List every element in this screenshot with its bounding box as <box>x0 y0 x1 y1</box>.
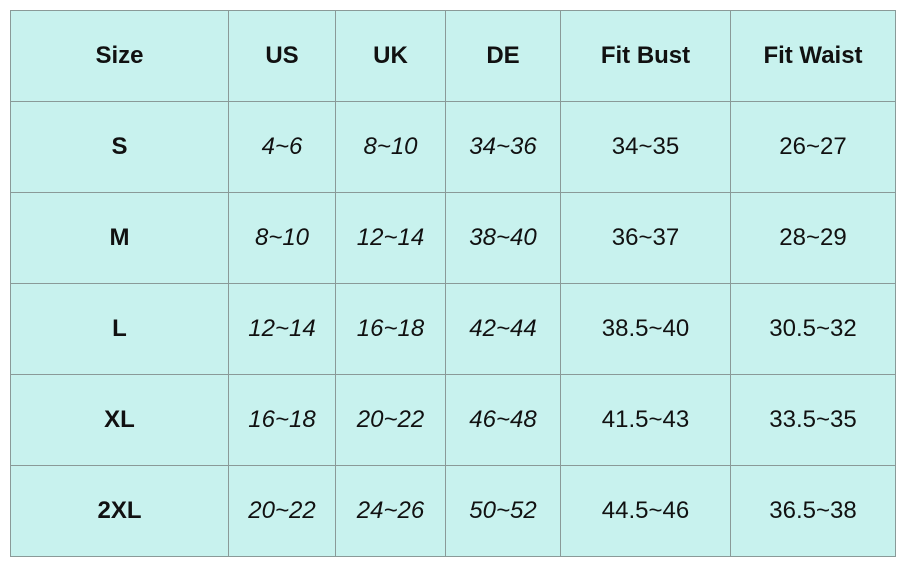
measure-cell: 34~35 <box>560 101 731 193</box>
size-cell: S <box>10 101 229 193</box>
size-table: Size US UK DE Fit Bust Fit Waist S 4~6 8~10 34~3… <box>10 10 896 557</box>
size-cell: L <box>10 283 229 375</box>
measure-cell: 16~18 <box>335 283 446 375</box>
header-cell: Fit Waist <box>730 10 896 102</box>
measure-cell: 12~14 <box>335 192 446 284</box>
measure-cell: 38~40 <box>445 192 561 284</box>
measure-cell: 42~44 <box>445 283 561 375</box>
measure-cell: 30.5~32 <box>730 283 896 375</box>
header-cell: UK <box>335 10 446 102</box>
measure-cell: 4~6 <box>228 101 336 193</box>
size-cell: 2XL <box>10 465 229 557</box>
measure-cell: 20~22 <box>228 465 336 557</box>
measure-cell: 16~18 <box>228 374 336 466</box>
measure-cell: 41.5~43 <box>560 374 731 466</box>
table-row: S 4~6 8~10 34~36 34~35 26~27 <box>10 101 896 193</box>
header-row: Size US UK DE Fit Bust Fit Waist <box>10 10 896 102</box>
table-body: S 4~6 8~10 34~36 34~35 26~27 M 8~10 12~14 38~40 36… <box>10 101 896 557</box>
header-cell: US <box>228 10 336 102</box>
measure-cell: 44.5~46 <box>560 465 731 557</box>
measure-cell: 36.5~38 <box>730 465 896 557</box>
measure-cell: 46~48 <box>445 374 561 466</box>
table-row: 2XL 20~22 24~26 50~52 44.5~46 36.5~38 <box>10 465 896 557</box>
measure-cell: 50~52 <box>445 465 561 557</box>
measure-cell: 24~26 <box>335 465 446 557</box>
size-cell: M <box>10 192 229 284</box>
measure-cell: 28~29 <box>730 192 896 284</box>
measure-cell: 8~10 <box>335 101 446 193</box>
header-cell: DE <box>445 10 561 102</box>
measure-cell: 33.5~35 <box>730 374 896 466</box>
measure-cell: 12~14 <box>228 283 336 375</box>
measure-cell: 8~10 <box>228 192 336 284</box>
size-cell: XL <box>10 374 229 466</box>
table-row: M 8~10 12~14 38~40 36~37 28~29 <box>10 192 896 284</box>
measure-cell: 34~36 <box>445 101 561 193</box>
measure-cell: 38.5~40 <box>560 283 731 375</box>
header-cell: Size <box>10 10 229 102</box>
table-row: XL 16~18 20~22 46~48 41.5~43 33.5~35 <box>10 374 896 466</box>
measure-cell: 26~27 <box>730 101 896 193</box>
table-row: L 12~14 16~18 42~44 38.5~40 30.5~32 <box>10 283 896 375</box>
header-cell: Fit Bust <box>560 10 731 102</box>
measure-cell: 20~22 <box>335 374 446 466</box>
measure-cell: 36~37 <box>560 192 731 284</box>
